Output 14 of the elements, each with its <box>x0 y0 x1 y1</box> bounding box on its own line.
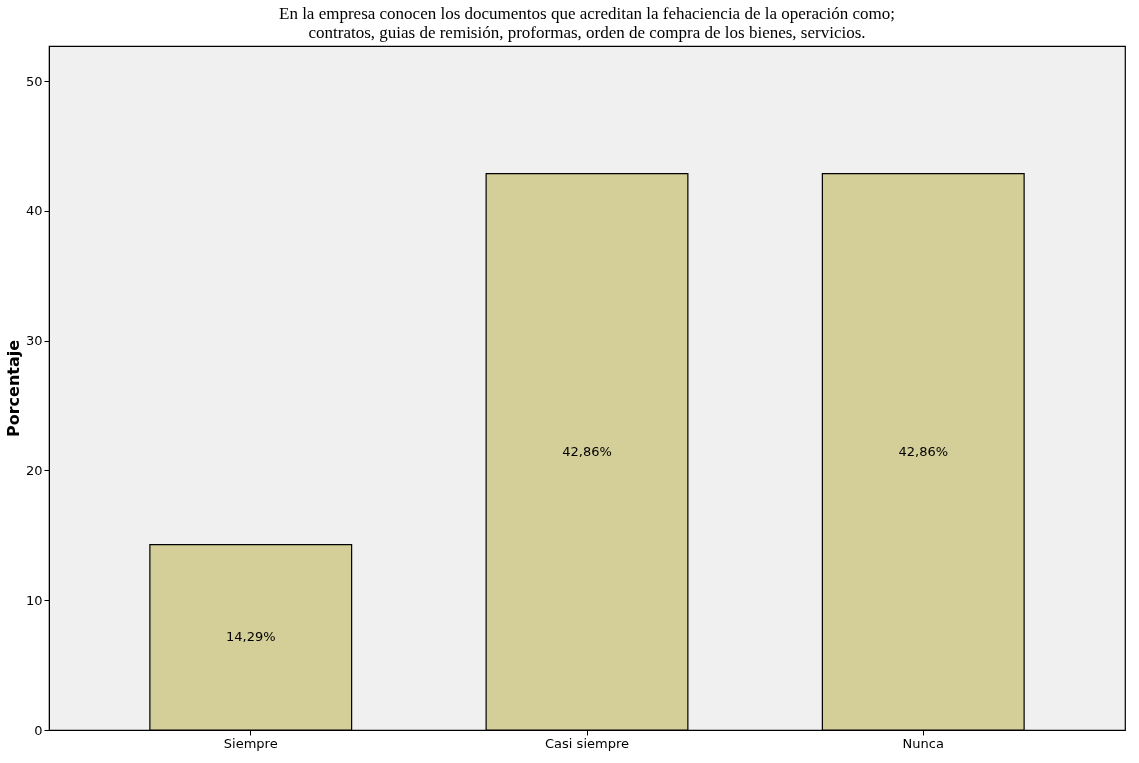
chart-title: En la empresa conocen los documentos que acreditan la fehaciencia de la operación como; contratos, guias de remisión, proformas, orden de compra de los bienes, servicios. <box>279 4 895 42</box>
data-label: 42,86% <box>562 443 612 459</box>
y-tick-label: 20 <box>25 462 43 478</box>
x-tick-label: Siempre <box>223 735 278 751</box>
y-tick-label: 40 <box>25 203 43 219</box>
y-tick-label: 0 <box>34 722 43 738</box>
data-label: 42,86% <box>898 443 949 459</box>
y-tick-label: 30 <box>25 333 43 349</box>
x-tick-label: Nunca <box>902 735 944 751</box>
x-tick-label: Casi siempre <box>545 735 629 751</box>
y-axis-title: Porcentaje <box>3 339 23 438</box>
y-tick-label: 10 <box>25 592 43 608</box>
y-tick-label: 50 <box>25 73 43 89</box>
data-label: 14,29% <box>225 629 276 645</box>
